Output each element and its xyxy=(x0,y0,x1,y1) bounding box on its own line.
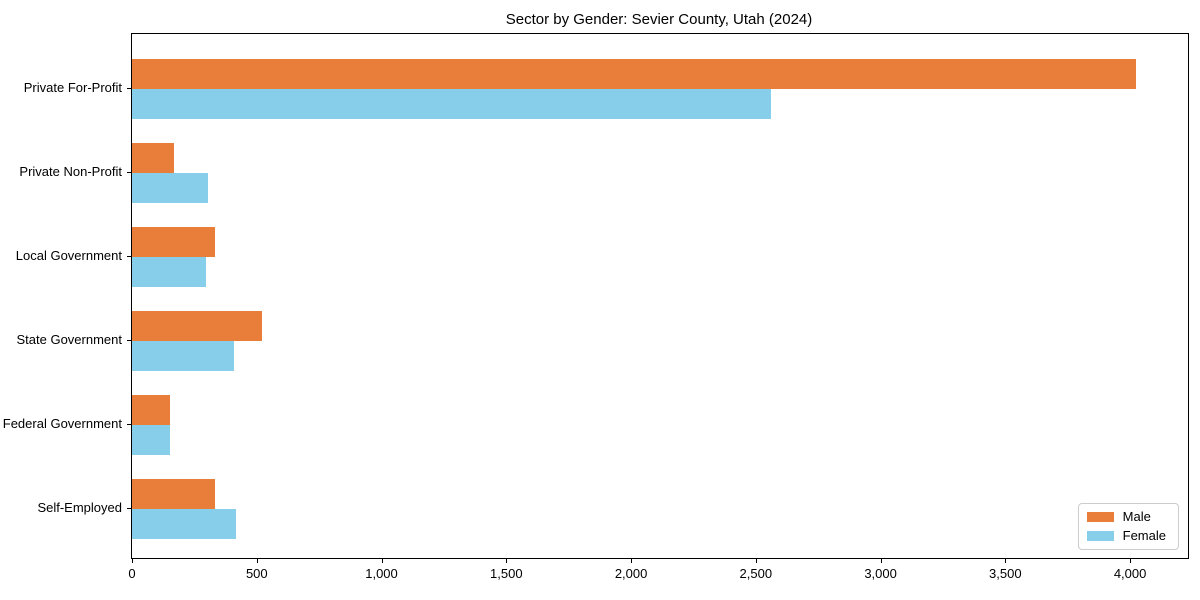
legend-label-male: Male xyxy=(1122,509,1151,524)
x-tick xyxy=(506,559,508,563)
x-tick xyxy=(256,559,258,563)
y-axis-label-federal-government: Federal Government xyxy=(2,416,122,431)
bar-male-private-non-profit xyxy=(132,143,174,173)
legend-entry-male: Male xyxy=(1086,509,1166,524)
y-axis-label-private-for-profit: Private For-Profit xyxy=(23,80,122,95)
legend-entry-female: Female xyxy=(1086,528,1166,543)
x-tick-label-3-000: 3,000 xyxy=(864,566,897,581)
y-tick xyxy=(127,88,131,89)
legend-swatch-male xyxy=(1086,512,1114,522)
bar-female-state-government xyxy=(132,341,235,371)
y-axis-label-state-government: State Government xyxy=(16,332,123,347)
x-tick-label-0: 0 xyxy=(128,566,136,581)
x-tick xyxy=(132,559,133,563)
bar-male-state-government xyxy=(132,311,262,341)
y-axis-label-self-employed: Self-Employed xyxy=(37,500,122,515)
x-tick-label-1-500: 1,500 xyxy=(490,566,523,581)
bar-female-self-employed xyxy=(132,509,237,539)
bar-male-private-for-profit xyxy=(132,59,1137,89)
x-tick xyxy=(381,559,383,563)
bar-male-federal-government xyxy=(132,395,170,425)
y-axis-label-local-government: Local Government xyxy=(15,248,122,263)
x-tick-label-2-500: 2,500 xyxy=(739,566,773,581)
x-tick-label-2-000: 2,000 xyxy=(614,566,648,581)
bar-female-private-for-profit xyxy=(132,89,771,119)
x-tick xyxy=(755,559,757,563)
y-tick xyxy=(127,340,131,341)
plot-area: Male Female xyxy=(131,33,1189,559)
y-tick xyxy=(127,424,131,425)
bar-female-private-non-profit xyxy=(132,173,209,203)
x-tick-label-3-500: 3,500 xyxy=(989,566,1022,581)
y-axis-label-private-non-profit: Private Non-Profit xyxy=(19,164,122,179)
chart-title: Sector by Gender: Sevier County, Utah (2… xyxy=(505,11,813,28)
bar-female-federal-government xyxy=(132,425,170,455)
legend: Male Female xyxy=(1077,503,1179,550)
legend-label-female: Female xyxy=(1122,528,1166,543)
y-tick xyxy=(127,172,131,173)
y-tick xyxy=(127,508,131,509)
x-tick-label-4-000: 4,000 xyxy=(1113,566,1147,581)
bar-male-self-employed xyxy=(132,479,216,509)
x-tick-label-1-000: 1,000 xyxy=(365,566,398,581)
x-tick xyxy=(880,559,882,563)
y-tick xyxy=(127,256,131,257)
x-tick-label-500: 500 xyxy=(245,566,268,581)
bar-female-local-government xyxy=(132,257,207,287)
x-tick xyxy=(1130,559,1132,563)
bar-male-local-government xyxy=(132,227,216,257)
legend-swatch-female xyxy=(1086,531,1114,541)
x-tick xyxy=(631,559,633,563)
x-tick xyxy=(1005,559,1007,563)
